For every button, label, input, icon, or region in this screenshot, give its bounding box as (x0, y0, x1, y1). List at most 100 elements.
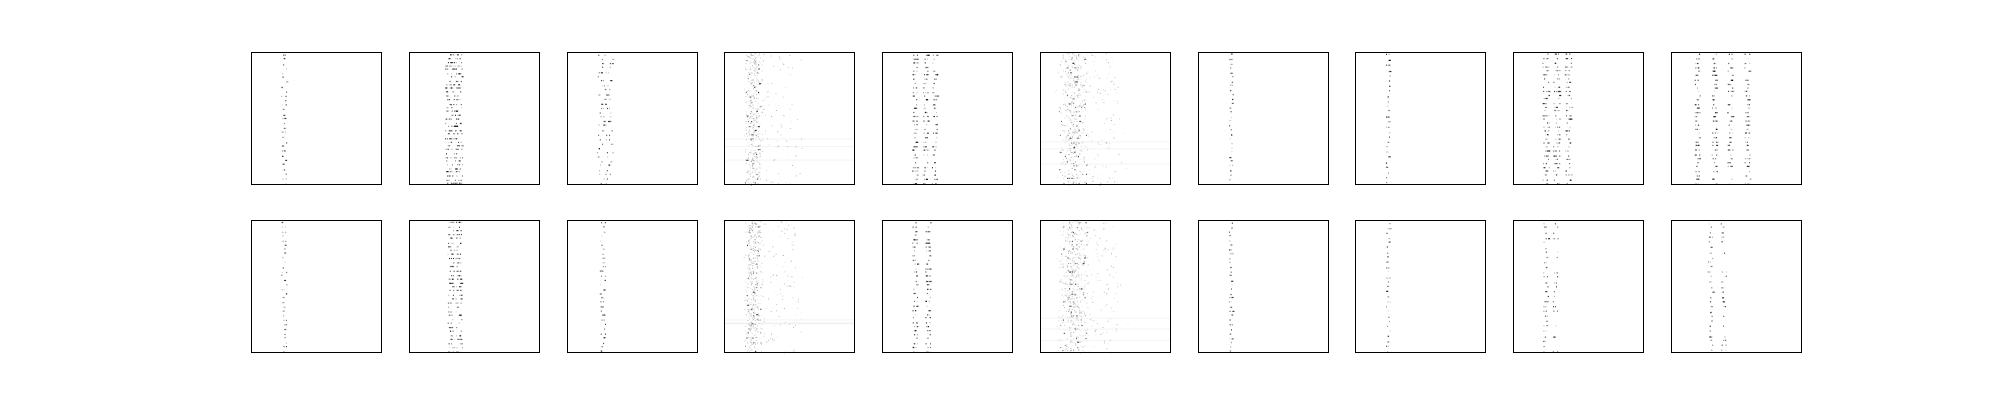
heatmap-cell (747, 350, 749, 352)
heatmap-cell (1072, 282, 1074, 284)
heatmap-cell (601, 257, 604, 259)
heatmap-cell (915, 70, 918, 72)
heatmap-cell (770, 55, 772, 57)
heatmap-cell (1114, 181, 1116, 183)
heatmap-cell (1080, 171, 1082, 173)
heatmap-cell (753, 308, 755, 310)
heatmap-cell (1566, 53, 1568, 55)
heatmap-cell (1721, 241, 1723, 243)
heatmap-cell (749, 229, 751, 231)
heatmap-cell (1070, 321, 1072, 323)
heatmap-cell (1065, 239, 1066, 241)
heatmap-cell (1077, 303, 1079, 305)
heatmap-cell (1071, 293, 1073, 295)
heatmap-cell (927, 54, 930, 56)
heatmap-cell (282, 296, 285, 299)
heatmap-cell (752, 344, 754, 346)
heatmap-cell (456, 234, 459, 236)
heatmap-cell (777, 182, 779, 184)
heatmap-cell (1064, 345, 1066, 347)
heatmap-cell (1543, 306, 1545, 308)
heatmap-cell (751, 152, 753, 154)
heatmap-cell (1067, 94, 1068, 96)
heatmap-cell (753, 168, 755, 170)
heatmap-cell (912, 120, 915, 122)
heatmap-cell (936, 111, 937, 114)
heatmap-cell (1060, 64, 1061, 66)
heatmap-cell (1064, 294, 1066, 296)
heatmap-cell (452, 298, 454, 300)
heatmap-cell (605, 103, 607, 105)
heatmap-cell (1083, 104, 1084, 106)
heatmap-cell (1076, 275, 1078, 277)
heatmap-cell (1066, 160, 1068, 161)
heatmap-cell (1073, 162, 1075, 164)
heatmap-cell (923, 120, 925, 122)
heatmap-cell (755, 152, 757, 153)
heatmap-cell (1556, 58, 1558, 60)
heatmap-cell (916, 107, 918, 109)
heatmap-cell (1699, 70, 1701, 72)
heatmap-cell (792, 249, 794, 251)
heatmap-cell (1711, 315, 1713, 317)
heatmap-cell (1071, 268, 1073, 270)
heatmap-cell (1064, 349, 1066, 351)
heatmap-cell (1073, 233, 1075, 235)
heatmap-cell (1231, 116, 1233, 119)
heatmap-cell (756, 97, 758, 99)
heatmap-cell (1083, 254, 1085, 256)
heatmap-cell (1073, 102, 1075, 104)
heatmap-cell (1553, 295, 1555, 298)
heatmap-cell (753, 254, 755, 255)
heatmap-cell (1076, 165, 1078, 167)
heatmap-cell (1072, 123, 1074, 125)
heatmap-cell (452, 327, 454, 329)
heatmap-cell (750, 161, 752, 163)
heatmap-cell (1097, 142, 1099, 144)
heatmap-cell (1553, 336, 1556, 338)
heatmap-cell (1107, 93, 1109, 95)
heatmap-cell (1543, 163, 1544, 165)
heatmap-cell (927, 92, 929, 94)
heatmap-cell (1555, 155, 1557, 157)
heatmap-cell (749, 117, 751, 119)
heatmap-cell (1728, 90, 1730, 92)
heatmap-cell (600, 310, 602, 312)
heatmap-cell (1557, 183, 1559, 185)
heatmap-cell (913, 70, 915, 72)
heatmap-cell (604, 328, 606, 330)
heatmap-cell (752, 58, 754, 60)
heatmap-cell (1229, 58, 1231, 61)
heatmap-cell (1388, 320, 1390, 323)
heatmap-cell (1080, 319, 1082, 321)
panel-frame (567, 220, 698, 353)
heatmap-cell (1074, 328, 1075, 329)
heatmap-cell (1568, 146, 1570, 148)
heatmap-cell (757, 282, 759, 284)
heatmap-cell (936, 128, 938, 131)
heatmap-cell (1068, 297, 1070, 299)
heatmap-cell (750, 313, 752, 315)
heatmap-cell (1077, 234, 1079, 235)
heatmap-cell (1713, 137, 1715, 139)
heatmap-cell (1074, 76, 1076, 78)
heatmap-cell (934, 70, 936, 72)
heatmap-cell (749, 62, 751, 64)
heatmap-cell (750, 271, 752, 273)
panel-1-3 (567, 52, 698, 185)
heatmap-cell (1078, 56, 1080, 58)
heatmap-cell (1069, 329, 1071, 331)
heatmap-cell (602, 253, 604, 255)
heatmap-cell (1070, 84, 1072, 86)
heatmap-cell (1566, 130, 1568, 132)
heatmap-cell (1073, 314, 1075, 316)
heatmap-cell (456, 80, 458, 83)
heatmap-cell (914, 234, 917, 236)
heatmap-cell (746, 133, 748, 135)
heatmap-cell (283, 302, 285, 304)
heatmap-cell (1079, 53, 1081, 55)
heatmap-cell (1386, 116, 1387, 118)
heatmap-cell (456, 182, 458, 184)
heatmap-cell (750, 236, 752, 238)
heatmap-cell (752, 152, 754, 154)
